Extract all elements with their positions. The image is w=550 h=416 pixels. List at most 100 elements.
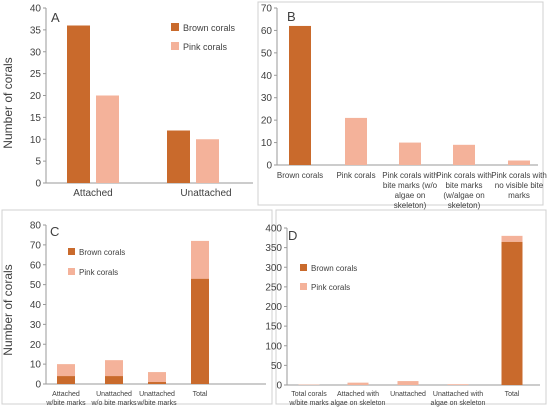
legend-swatch-pink <box>68 268 75 275</box>
y-tick-label: 350 <box>265 243 282 254</box>
x-category-label: Unattached <box>96 391 132 398</box>
bar-brown-0 <box>57 376 75 384</box>
x-category-label: algae on skeleton <box>331 400 386 407</box>
y-tick-label: 60 <box>30 260 42 271</box>
y-tick-label: 10 <box>30 135 42 146</box>
x-category-label: bite marks <box>446 181 483 190</box>
bar-pink-1 <box>196 139 219 183</box>
x-category-label: w/bite marks <box>288 400 329 407</box>
bar-pink-0 <box>57 364 75 376</box>
bar-pink-2 <box>399 143 421 165</box>
bar-brown-3 <box>191 279 209 384</box>
x-category-label: Unattached <box>180 188 231 199</box>
x-category-label: Unattached with <box>433 391 483 398</box>
panel-letter-A: A <box>51 10 60 25</box>
legend-label: Pink corals <box>311 283 350 292</box>
y-tick-label: 15 <box>30 113 42 124</box>
y-tick-label: 5 <box>35 157 41 168</box>
y-tick-label: 40 <box>30 4 42 15</box>
x-category-label: Pink corals <box>336 171 375 180</box>
x-category-label: w/bite marks <box>136 400 177 407</box>
y-tick-label: 30 <box>261 93 273 104</box>
legend-label: Brown corals <box>311 264 357 273</box>
y-axis-label-top: Number of corals <box>1 57 15 148</box>
bar-pink-3 <box>453 145 475 165</box>
y-tick-label: 100 <box>265 341 282 352</box>
x-category-label: Total <box>505 391 520 398</box>
bar-brown-1 <box>105 376 123 384</box>
x-category-label: skeleton) <box>394 201 427 210</box>
legend-swatch-pink <box>300 283 307 290</box>
y-tick-label: 20 <box>30 91 42 102</box>
y-axis-label-bottom: Number of corals <box>1 264 15 355</box>
bar-pink-3 <box>448 384 469 385</box>
y-tick-label: 10 <box>30 360 42 371</box>
legend-swatch-brown <box>171 23 179 31</box>
bar-pink-4 <box>508 161 530 165</box>
panel-letter-D: D <box>288 228 297 243</box>
x-category-label: marks <box>508 191 530 200</box>
y-tick-label: 250 <box>265 282 282 293</box>
y-tick-label: 20 <box>30 340 42 351</box>
bar-pink-2 <box>148 372 166 382</box>
y-tick-label: 400 <box>265 224 282 235</box>
bar-pink-3 <box>191 241 209 279</box>
legend-label: Brown corals <box>183 23 236 33</box>
x-category-label: w/o bite marks <box>90 400 137 407</box>
legend-swatch-brown <box>300 264 307 271</box>
y-tick-label: 200 <box>265 302 282 313</box>
y-tick-label: 70 <box>30 240 42 251</box>
y-tick-label: 50 <box>261 48 273 59</box>
bar-brown-0 <box>67 26 90 184</box>
bar-pink-1 <box>345 118 367 165</box>
x-category-label: Brown corals <box>277 171 323 180</box>
y-tick-label: 150 <box>265 322 282 333</box>
x-category-label: no visible bite <box>495 181 544 190</box>
y-tick-label: 0 <box>35 380 41 391</box>
y-tick-label: 60 <box>261 26 273 37</box>
legend-swatch-brown <box>68 248 75 255</box>
x-category-label: Unattached <box>390 391 426 398</box>
y-tick-label: 50 <box>30 280 42 291</box>
y-tick-label: 0 <box>266 161 272 172</box>
bar-pink-1 <box>105 360 123 376</box>
x-category-label: w/bite marks <box>45 400 86 407</box>
y-tick-label: 30 <box>30 320 42 331</box>
y-tick-label: 0 <box>35 179 41 190</box>
legend-label: Pink corals <box>79 268 118 277</box>
y-tick-label: 40 <box>30 300 42 311</box>
panel-C: C 0 10 20 30 40 50 60 70 80 Attached w/bite marks Un… <box>2 210 272 407</box>
y-tick-label: 80 <box>30 221 42 232</box>
y-tick-label: 300 <box>265 263 282 274</box>
bar-pink-4 <box>502 236 523 242</box>
x-category-label: Total corals <box>291 391 327 398</box>
x-category-label: Unattached <box>139 391 175 398</box>
y-tick-label: 30 <box>30 47 42 58</box>
x-category-label: Attached with <box>337 391 379 398</box>
x-category-label: bite marks (w/o <box>383 181 438 190</box>
bar-brown-2 <box>148 382 166 384</box>
bar-pink-2 <box>398 381 419 385</box>
x-category-label: Pink corals with <box>491 171 547 180</box>
panel-frame-C <box>2 210 272 404</box>
x-category-label: (w/algae on <box>443 191 484 200</box>
x-category-label: Total <box>193 391 208 398</box>
bar-brown-1 <box>167 131 190 184</box>
x-category-label: Attached <box>52 391 80 398</box>
x-category-label: Pink corals with <box>436 171 492 180</box>
y-tick-label: 25 <box>30 69 42 80</box>
y-tick-label: 20 <box>261 116 273 127</box>
legend-label: Pink corals <box>183 42 228 52</box>
bar-pink-0 <box>96 96 119 184</box>
x-category-label: skeleton) <box>448 201 481 210</box>
legend-swatch-pink <box>171 42 179 50</box>
panel-letter-C: C <box>50 224 59 239</box>
x-category-label: Attached <box>73 188 112 199</box>
x-category-label: algae on <box>395 191 426 200</box>
bar-brown-4 <box>502 242 523 385</box>
y-tick-label: 0 <box>276 381 282 392</box>
